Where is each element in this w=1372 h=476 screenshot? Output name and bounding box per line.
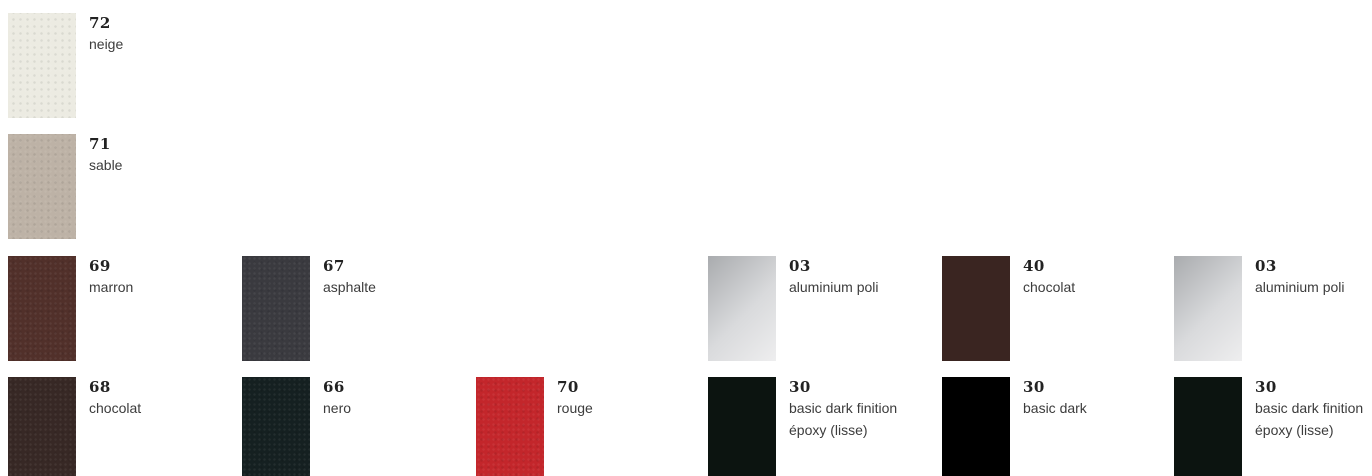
swatch-item-chocolat[interactable]: 68 chocolat	[8, 377, 238, 476]
swatch-label: 69 marron	[89, 256, 133, 298]
color-swatch-aluminium-poli[interactable]	[1174, 256, 1242, 361]
swatch-item-chocolat-metal[interactable]: 40 chocolat	[942, 256, 1172, 361]
swatch-code: 68	[89, 378, 111, 396]
swatch-name: rouge	[557, 400, 593, 416]
swatch-name: aluminium poli	[789, 279, 879, 295]
swatch-name: chocolat	[1023, 279, 1076, 295]
swatch-code: 30	[1023, 378, 1045, 396]
swatch-code: 67	[323, 257, 345, 275]
swatch-item-sable[interactable]: 71 sable	[8, 134, 238, 239]
swatch-code: 30	[789, 378, 811, 396]
swatch-code: 72	[89, 14, 111, 32]
swatch-label: 40 chocolat	[1023, 256, 1075, 298]
swatch-label: 72 neige	[89, 13, 123, 55]
swatch-label: 67 asphalte	[323, 256, 376, 298]
swatch-item-aluminium-poli-2[interactable]: 03 aluminium poli	[1174, 256, 1372, 361]
swatch-code: 40	[1023, 257, 1045, 275]
swatch-label: 30 basic dark	[1023, 377, 1087, 419]
swatch-name: sable	[89, 157, 123, 173]
swatch-item-basic-dark-epoxy[interactable]: 30 basic dark finition époxy (lisse)	[708, 377, 938, 476]
color-swatch-basic-dark-epoxy[interactable]	[1174, 377, 1242, 476]
swatch-label: 30 basic dark finition époxy (lisse)	[789, 377, 897, 441]
swatch-name: neige	[89, 36, 124, 52]
swatch-item-nero[interactable]: 66 nero	[242, 377, 472, 476]
color-swatch-neige[interactable]	[8, 13, 76, 118]
swatch-code: 30	[1255, 378, 1277, 396]
swatch-name-line-2: époxy (lisse)	[1255, 422, 1334, 438]
swatch-item-rouge[interactable]: 70 rouge	[476, 377, 706, 476]
swatch-name: nero	[323, 400, 352, 416]
color-swatch-nero[interactable]	[242, 377, 310, 476]
swatch-name: asphalte	[323, 279, 376, 295]
swatch-label: 03 aluminium poli	[789, 256, 878, 298]
color-swatch-basic-dark-epoxy[interactable]	[708, 377, 776, 476]
swatch-label: 71 sable	[89, 134, 122, 176]
swatch-label: 66 nero	[323, 377, 351, 419]
swatch-name-line-2: époxy (lisse)	[789, 422, 868, 438]
color-swatch-rouge[interactable]	[476, 377, 544, 476]
swatch-code: 66	[323, 378, 345, 396]
swatch-name: aluminium poli	[1255, 279, 1345, 295]
swatch-name: basic dark finition	[1255, 400, 1364, 416]
swatch-item-aluminium-poli[interactable]: 03 aluminium poli	[708, 256, 938, 361]
swatch-label: 70 rouge	[557, 377, 593, 419]
swatch-name: basic dark	[1023, 400, 1087, 416]
swatch-label: 68 chocolat	[89, 377, 141, 419]
color-swatch-aluminium-poli[interactable]	[708, 256, 776, 361]
color-swatch-marron[interactable]	[8, 256, 76, 361]
swatch-code: 69	[89, 257, 111, 275]
swatch-label: 03 aluminium poli	[1255, 256, 1344, 298]
swatch-code: 03	[789, 257, 811, 275]
swatch-name: chocolat	[89, 400, 142, 416]
color-swatch-chocolat[interactable]	[942, 256, 1010, 361]
swatch-code: 03	[1255, 257, 1277, 275]
swatch-name: basic dark finition	[789, 400, 898, 416]
swatch-code: 70	[557, 378, 579, 396]
swatch-code: 71	[89, 135, 111, 153]
swatch-item-marron[interactable]: 69 marron	[8, 256, 238, 361]
color-swatch-basic-dark[interactable]	[942, 377, 1010, 476]
swatch-label: 30 basic dark finition époxy (lisse)	[1255, 377, 1363, 441]
color-swatch-chocolat[interactable]	[8, 377, 76, 476]
swatch-item-neige[interactable]: 72 neige	[8, 13, 238, 118]
swatch-item-asphalte[interactable]: 67 asphalte	[242, 256, 472, 361]
color-swatch-asphalte[interactable]	[242, 256, 310, 361]
swatch-item-basic-dark-epoxy-2[interactable]: 30 basic dark finition époxy (lisse)	[1174, 377, 1372, 476]
swatch-item-basic-dark[interactable]: 30 basic dark	[942, 377, 1172, 476]
swatch-name: marron	[89, 279, 134, 295]
color-swatch-sable[interactable]	[8, 134, 76, 239]
